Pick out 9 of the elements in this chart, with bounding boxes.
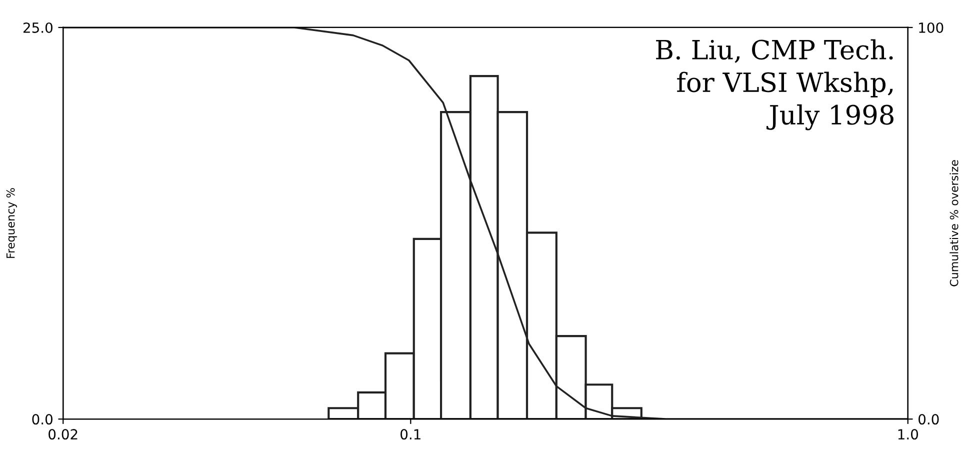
annotation: B. Liu, CMP Tech. for VLSI Wkshp, July 1998 [656,39,894,130]
x-tick-label: 0.1 [400,429,420,440]
x-tick-label: 0.02 [48,429,78,440]
y2-tick-label: 0.0 [918,414,939,425]
y-axis-title: Frequency % [6,188,17,258]
x-tick-label: 1.0 [898,429,918,440]
y-tick-label: 25.0 [23,22,52,33]
y2-axis-title: Cumulative % oversize [950,160,958,286]
y2-tick-label: 100 [919,22,944,33]
